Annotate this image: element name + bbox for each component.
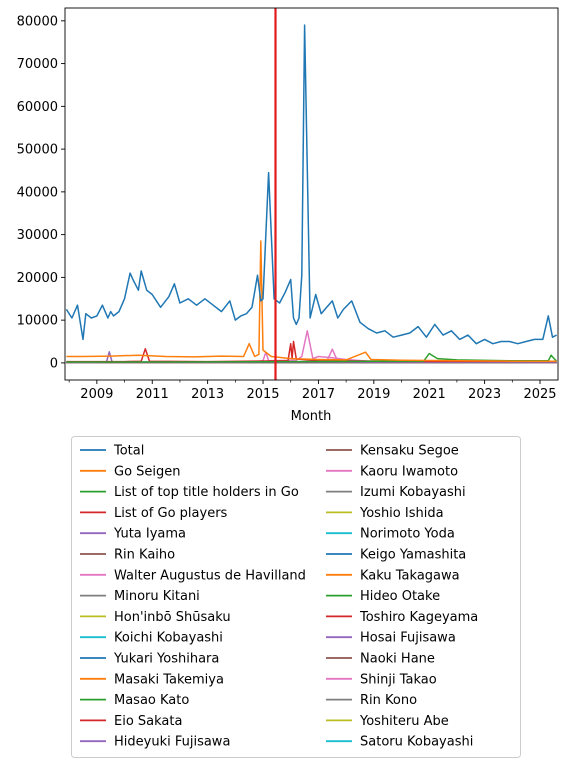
legend-label: Masaki Takemiya: [114, 672, 224, 687]
legend-entry: List of Go players: [80, 506, 228, 521]
legend-entry: Masao Kato: [80, 693, 189, 708]
legend-entry: Masaki Takemiya: [80, 672, 224, 687]
legend-entry: Rin Kono: [326, 693, 417, 708]
x-tick-label: 2015: [246, 387, 279, 402]
legend-label: Eio Sakata: [114, 714, 182, 729]
y-axis: 0 10000 20000 30000 40000 50000 60000 70000 8000…: [17, 14, 65, 371]
legend-entry: List of top title holders in Go: [80, 485, 299, 500]
legend-label: Koichi Kobayashi: [114, 631, 223, 646]
legend-entry: Toshiro Kageyama: [326, 610, 478, 625]
y-tick-label: 50000: [17, 143, 58, 158]
legend-label: Izumi Kobayashi: [360, 485, 466, 500]
series-line-0: [65, 24, 557, 345]
legend-entry: Walter Augustus de Havilland: [80, 568, 306, 583]
legend-entry: Shinji Takao: [326, 672, 437, 687]
legend-label: Norimoto Yoda: [360, 527, 455, 542]
legend-entry: Hideyuki Fujisawa: [80, 735, 230, 750]
legend-entry: Hosai Fujisawa: [326, 631, 456, 646]
legend-entry: Norimoto Yoda: [326, 527, 455, 542]
x-tick-label: 2025: [523, 387, 556, 402]
y-tick-label: 60000: [17, 100, 58, 115]
legend-entry: Keigo Yamashita: [326, 548, 466, 563]
legend-label: List of Go players: [114, 506, 228, 521]
x-axis: 2009 2011 2013 2015 2017 2019 2021 2023 2025: [68, 380, 557, 402]
legend-entry: Izumi Kobayashi: [326, 485, 466, 500]
legend-label: Go Seigen: [114, 464, 181, 479]
legend-label: Masao Kato: [114, 693, 189, 708]
legend-label: Hon'inbō Shūsaku: [114, 610, 231, 625]
legend-label: Kaku Takagawa: [360, 568, 460, 583]
legend-entry: Go Seigen: [80, 464, 181, 479]
series-line-2: [66, 352, 558, 363]
legend-label: Toshiro Kageyama: [359, 610, 478, 625]
series-line-6: [66, 330, 557, 364]
plot-area: [64, 7, 559, 381]
x-tick-label: 2011: [136, 387, 169, 402]
y-tick-label: 70000: [17, 57, 58, 72]
legend-label: Kensaku Segoe: [360, 444, 459, 459]
legend-entry: Yoshio Ishida: [326, 506, 444, 521]
legend-label: Yuta Iyama: [113, 527, 186, 542]
legend-entry: Rin Kaiho: [80, 548, 175, 563]
legend-entry: Eio Sakata: [80, 714, 182, 729]
legend-entry: Koichi Kobayashi: [80, 631, 223, 646]
y-tick-label: 20000: [17, 271, 58, 286]
y-tick-label: 40000: [17, 185, 58, 200]
legend-label: Yukari Yoshihara: [113, 652, 219, 667]
y-tick-label: 10000: [17, 314, 58, 329]
legend-label: Minoru Kitani: [114, 589, 200, 604]
legend-label: Rin Kono: [360, 693, 417, 708]
legend-label: Hideo Otake: [360, 589, 440, 604]
legend-label: Keigo Yamashita: [360, 548, 466, 563]
legend-label: Naoki Hane: [360, 652, 435, 667]
legend-entry: Naoki Hane: [326, 652, 435, 667]
x-tick-label: 2019: [357, 387, 390, 402]
series-line-3: [66, 340, 557, 363]
legend-label: Yoshiteru Abe: [359, 714, 449, 729]
legend-entry: Kensaku Segoe: [326, 444, 459, 459]
legend-entry: Satoru Kobayashi: [326, 735, 473, 750]
legend-entry: Minoru Kitani: [80, 589, 200, 604]
legend-label: Shinji Takao: [360, 672, 437, 687]
legend-box: [71, 436, 521, 758]
legend-label: Rin Kaiho: [114, 548, 175, 563]
legend-entry: Hon'inbō Shūsaku: [80, 610, 231, 625]
y-tick-label: 80000: [17, 14, 58, 29]
legend-entry: Total: [80, 444, 144, 459]
legend-label: Hosai Fujisawa: [360, 631, 456, 646]
legend-label: Kaoru Iwamoto: [360, 464, 458, 479]
x-tick-label: 2013: [191, 387, 224, 402]
legend-entry: Yuta Iyama: [80, 527, 186, 542]
x-tick-label: 2023: [468, 387, 501, 402]
x-tick-label: 2017: [302, 387, 335, 402]
legend-label: Yoshio Ishida: [359, 506, 444, 521]
legend-label: Satoru Kobayashi: [360, 735, 473, 750]
legend-entry: Kaku Takagawa: [326, 568, 460, 583]
legend-label: Hideyuki Fujisawa: [114, 735, 230, 750]
y-tick-label: 30000: [17, 228, 58, 243]
legend-entry: Yukari Yoshihara: [80, 652, 219, 667]
legend-label: List of top title holders in Go: [114, 485, 299, 500]
x-axis-label: Month: [291, 409, 332, 424]
legend-label: Total: [113, 444, 144, 459]
legend: Total Go Seigen List of top title holders …: [71, 436, 521, 758]
legend-entry: Hideo Otake: [326, 589, 440, 604]
legend-entry: Kaoru Iwamoto: [326, 464, 458, 479]
y-tick-label: 0: [50, 356, 58, 371]
legend-entry: Yoshiteru Abe: [326, 714, 449, 729]
x-tick-label: 2009: [80, 387, 113, 402]
x-tick-label: 2021: [413, 387, 446, 402]
series-line-1: [66, 240, 557, 362]
legend-label: Walter Augustus de Havilland: [114, 568, 306, 583]
plot-frame: [64, 7, 559, 381]
